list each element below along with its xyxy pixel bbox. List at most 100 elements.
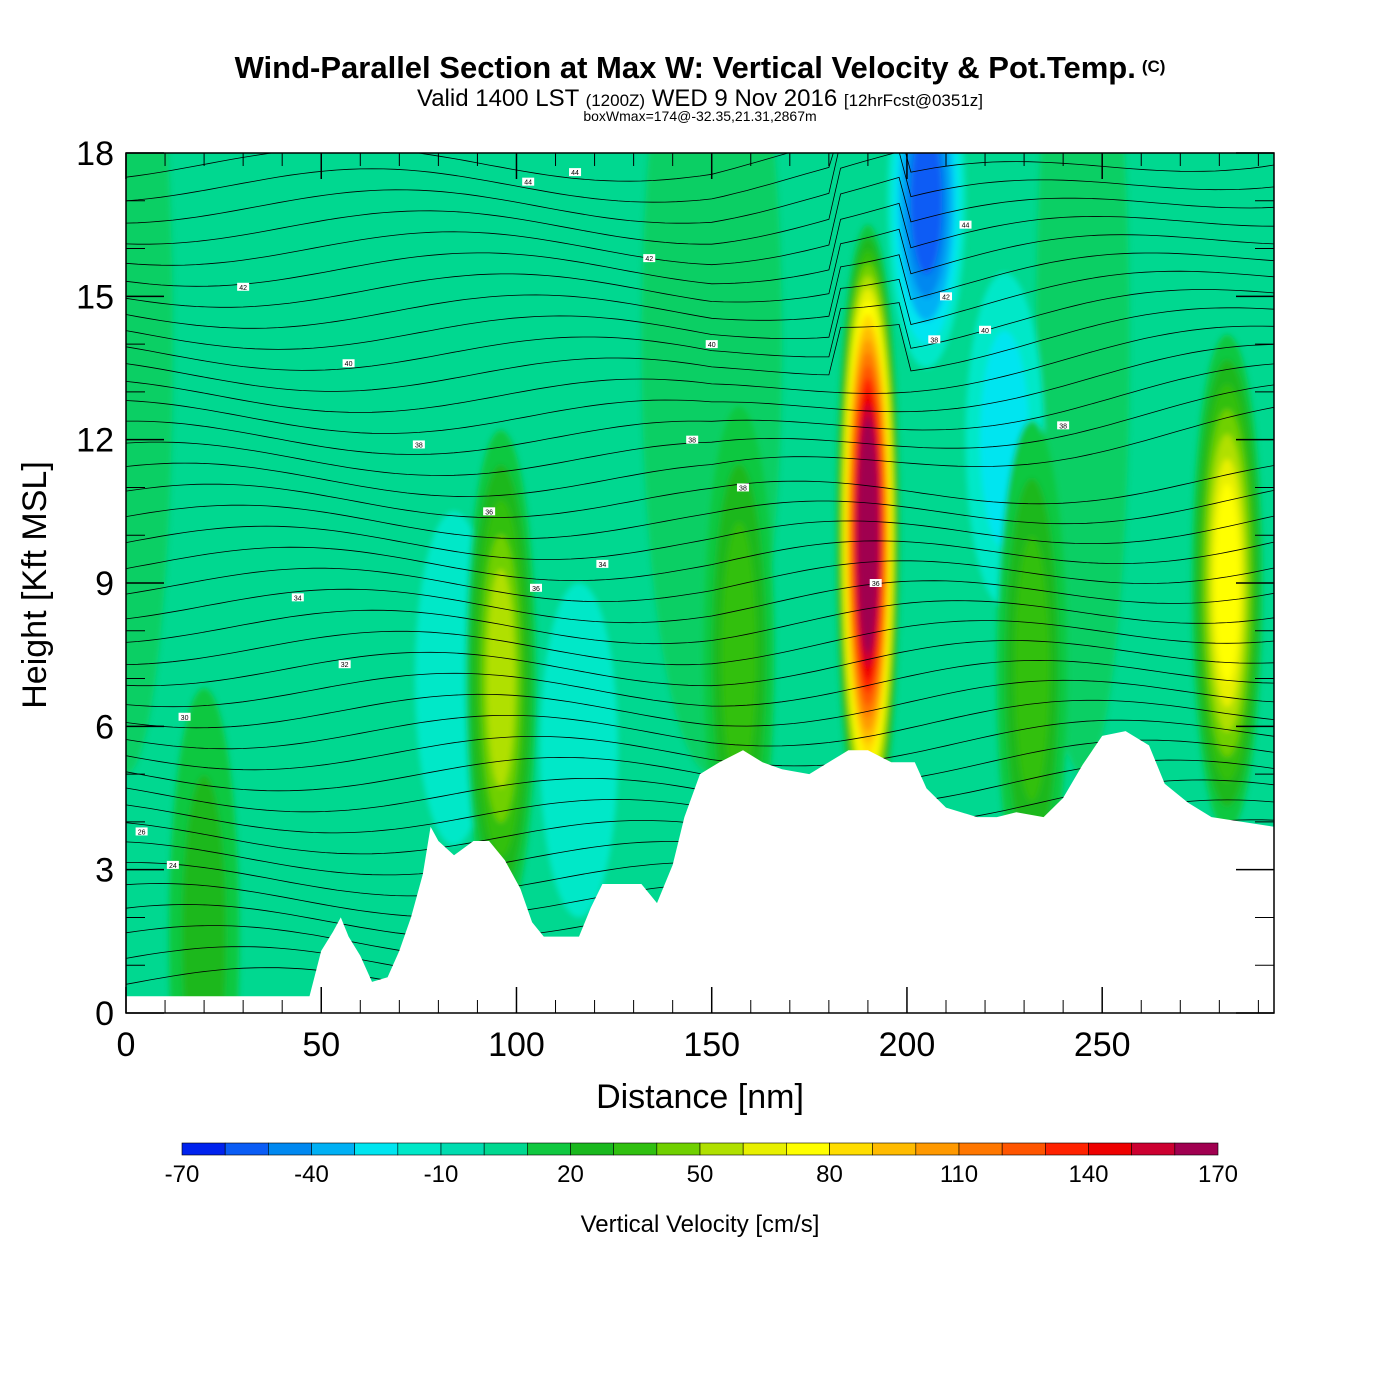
isentrope-line	[126, 719, 1274, 771]
isentrope-label-text: 38	[739, 485, 747, 492]
isentrope-label: 30	[178, 712, 191, 722]
colorbar: -70 -40 -10 20 50 80 110 140 170	[165, 1142, 1238, 1188]
valid-zulu: (1200Z)	[585, 91, 646, 110]
isentrope-label: 36	[483, 507, 496, 516]
forecast-info: [12hrFcst@0351z]	[843, 91, 984, 110]
isentrope-line	[126, 325, 1274, 413]
isentrope-line	[126, 490, 1274, 540]
x-tick-label: 0	[117, 1026, 136, 1064]
x-tick-label: 150	[683, 1026, 740, 1064]
isentrope-label-text: 44	[571, 170, 579, 177]
isentrope-line	[126, 289, 1274, 371]
isentrope-label-text: 34	[598, 562, 606, 569]
colorbar-tick-label: 170	[1198, 1161, 1238, 1188]
colorbar-swatch	[224, 1142, 269, 1156]
isentrope-label: 38	[412, 440, 425, 449]
isentrope-label: 40	[705, 340, 718, 349]
valid-time-line: Valid 1400 LST (1200Z) WED 9 Nov 2016 [1…	[0, 85, 1400, 113]
isentrope-line	[126, 465, 1274, 518]
colorbar-tick-label: 50	[687, 1161, 714, 1188]
colorbar-tick-label: 110	[940, 1161, 978, 1188]
isentrope-line	[126, 270, 1274, 350]
isentrope-line	[126, 406, 1274, 497]
y-tick-label: 6	[95, 708, 114, 746]
isentrope-line	[126, 640, 1274, 687]
isentrope-label: 42	[940, 292, 952, 301]
isentrope-line	[126, 153, 1274, 245]
isentrope-label-text: 36	[532, 586, 540, 593]
isentrope-label-text: 30	[181, 715, 189, 722]
isentrope-line	[126, 659, 1274, 708]
isentrope-label-text: 24	[169, 863, 177, 870]
isentrope-label: 32	[338, 660, 351, 669]
isentrope-line	[126, 344, 1274, 434]
y-tick-label: 15	[76, 278, 114, 316]
isentrope-label-text: 36	[485, 509, 493, 516]
isentrope-label-text: 44	[962, 223, 970, 230]
y-tick-label: 18	[76, 135, 114, 173]
x-tick-label: 250	[1074, 1026, 1131, 1064]
colorbar-tick-label: -70	[165, 1161, 200, 1188]
isentrope-line	[126, 699, 1274, 750]
colorbar-swatch	[699, 1142, 744, 1156]
colorbar-tick-label: 20	[557, 1161, 584, 1188]
colorbar-swatch	[181, 1142, 226, 1156]
isentrope-label-text: 36	[872, 581, 880, 588]
isentrope-label: 44	[959, 220, 972, 230]
isentrope-line	[126, 228, 1274, 308]
downdraft-cell	[539, 583, 618, 918]
isentrope-label-text: 42	[942, 294, 950, 301]
isentrope-label: 36	[530, 583, 542, 593]
isentrope-line	[126, 307, 1274, 392]
isentrope-line	[126, 176, 1274, 266]
isentrope-labels: 44 44 42 42 40 40 38 38 36 36 34 34 32 30 26 24 44 42 40 38…	[135, 168, 1070, 870]
isentrope-label-text: 40	[345, 361, 353, 368]
isentrope-line	[126, 202, 1274, 287]
isentrope-line	[126, 580, 1274, 624]
colorbar-swatch	[311, 1142, 355, 1156]
isentrope-label: 42	[237, 282, 250, 292]
colorbar-swatch	[1131, 1142, 1176, 1156]
isentrope-label: 26	[135, 827, 148, 836]
title-text: Wind-Parallel Section at Max W: Vertical…	[234, 50, 1136, 85]
isentrope-label-text: 38	[1059, 423, 1067, 430]
isentrope-label-text: 40	[981, 328, 989, 335]
y-axis-label: Height [Kft MSL]	[16, 461, 54, 709]
isentrope-label: 24	[166, 860, 179, 870]
isentrope-label: 40	[979, 325, 992, 335]
colorbar-swatch	[829, 1142, 873, 1156]
isentrope-line	[126, 540, 1274, 582]
colorbar-tick-label: 80	[816, 1161, 843, 1188]
weak-updraft-band	[126, 153, 173, 774]
isentrope-line	[126, 153, 1274, 224]
isentrope-line	[126, 739, 1274, 792]
colorbar-tick-label: 140	[1068, 1161, 1108, 1188]
chart-title: Wind-Parallel Section at Max W: Vertical…	[0, 50, 1400, 86]
colorbar-label: Vertical Velocity [cm/s]	[581, 1211, 820, 1238]
isentrope-label: 38	[736, 483, 749, 492]
x-tick-label: 50	[302, 1026, 340, 1064]
isentrope-label-text: 26	[138, 829, 146, 836]
colorbar-swatch	[268, 1142, 312, 1156]
isentrope-label-text: 44	[524, 180, 532, 187]
updraft-cell	[721, 522, 757, 788]
isentrope-label: 38	[686, 435, 699, 445]
isentrope-label: 42	[643, 254, 656, 263]
terrain-mask	[126, 731, 1274, 1013]
box-wmax-line: boxWmax=174@-32.35,21.31,2867m	[583, 108, 817, 124]
colorbar-swatch	[440, 1142, 485, 1156]
colorbar-swatch	[1174, 1142, 1219, 1156]
colorbar-swatch	[872, 1142, 917, 1156]
colorbar-swatch	[742, 1142, 787, 1156]
isentrope-line	[126, 600, 1274, 645]
field-cells	[126, 153, 1263, 1013]
isentrope-label-text: 42	[239, 285, 247, 292]
x-tick-label: 100	[488, 1026, 545, 1064]
isentrope-label: 38	[928, 335, 941, 344]
isentrope-label-text: 38	[930, 337, 938, 344]
isentrope-label: 40	[342, 359, 355, 368]
updraft-cell	[1214, 483, 1240, 683]
isentrope-line	[126, 384, 1274, 476]
colorbar-swatch	[527, 1142, 571, 1156]
